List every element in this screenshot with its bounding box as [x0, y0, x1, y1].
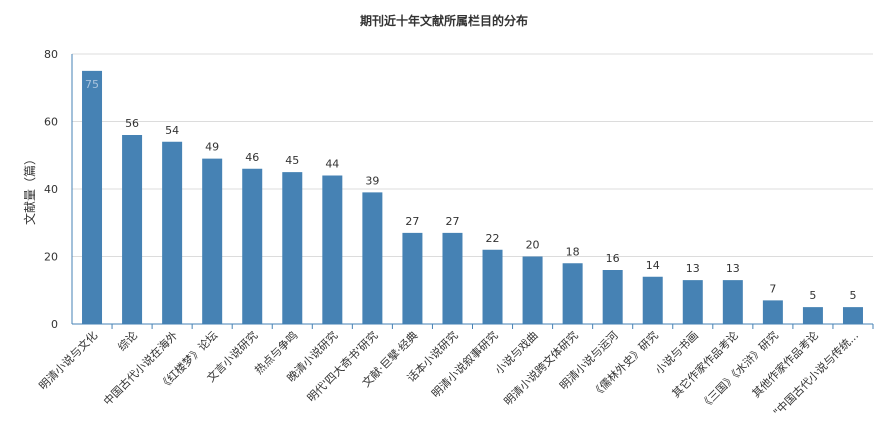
bar-value-label: 45 [285, 154, 299, 167]
x-tick-label: 明清小说与文化 [36, 328, 100, 392]
x-tick-label: 中国古代小说在海外 [100, 328, 180, 408]
bar [362, 192, 383, 324]
x-tick-label: 其它作家作品考论 [669, 328, 741, 400]
bar-value-label: 49 [205, 141, 219, 154]
y-tick-label: 0 [51, 318, 58, 331]
bar [682, 280, 703, 324]
bar [122, 135, 143, 324]
bar-value-label: 5 [849, 289, 856, 302]
bar-value-label: 27 [445, 215, 459, 228]
bar [642, 276, 663, 324]
x-tick-label: 《三国》《水浒》研究 [697, 328, 781, 412]
x-tick-label: 其他作家作品考论 [749, 328, 821, 400]
bar [802, 307, 823, 324]
y-tick-label: 40 [44, 183, 58, 196]
x-tick-label: 明清小说跨文体研究 [501, 328, 581, 408]
bar [282, 172, 303, 324]
bar-value-label: 16 [606, 252, 620, 265]
bar-value-label: 22 [486, 232, 500, 245]
bar-value-label: 18 [566, 245, 580, 258]
bar [562, 263, 583, 324]
bar [762, 300, 783, 324]
bar-value-label: 27 [405, 215, 419, 228]
bar-value-label: 39 [365, 174, 379, 187]
y-tick-label: 20 [44, 251, 58, 264]
x-tick-label: 《儒林外史》研究 [589, 328, 661, 400]
bar-value-label: 5 [809, 289, 816, 302]
bar-value-label: 54 [165, 124, 179, 137]
bar [242, 168, 263, 324]
bar-value-label: 44 [325, 158, 339, 171]
y-tick-label: 80 [44, 48, 58, 61]
bar-value-label: 56 [125, 117, 139, 130]
bar [722, 280, 743, 324]
bar [402, 232, 423, 324]
bar [162, 141, 183, 324]
chart-title: 期刊近十年文献所属栏目的分布 [359, 14, 528, 28]
bar [602, 270, 623, 324]
bar-value-label: 13 [726, 262, 740, 275]
bar-value-label: 7 [769, 282, 776, 295]
x-tick-label: 明清小说叙事研究 [429, 328, 501, 400]
bar-value-label: 46 [245, 151, 259, 164]
y-tick-label: 60 [44, 116, 58, 129]
x-tick-label: 综论 [115, 328, 140, 353]
bar [522, 256, 543, 324]
bar [842, 307, 863, 324]
bar [442, 232, 463, 324]
bar-value-label: 20 [526, 239, 540, 252]
bar-value-label: 75 [85, 78, 99, 91]
x-tick-label: 明代'四大奇书'研究 [304, 328, 380, 404]
bar [482, 249, 503, 324]
bar-value-label: 14 [646, 259, 660, 272]
bar-value-label: 13 [686, 262, 700, 275]
bar [202, 158, 223, 324]
y-axis-label: 文献量（篇） [22, 153, 37, 225]
bar [82, 70, 103, 324]
bar [322, 175, 343, 324]
